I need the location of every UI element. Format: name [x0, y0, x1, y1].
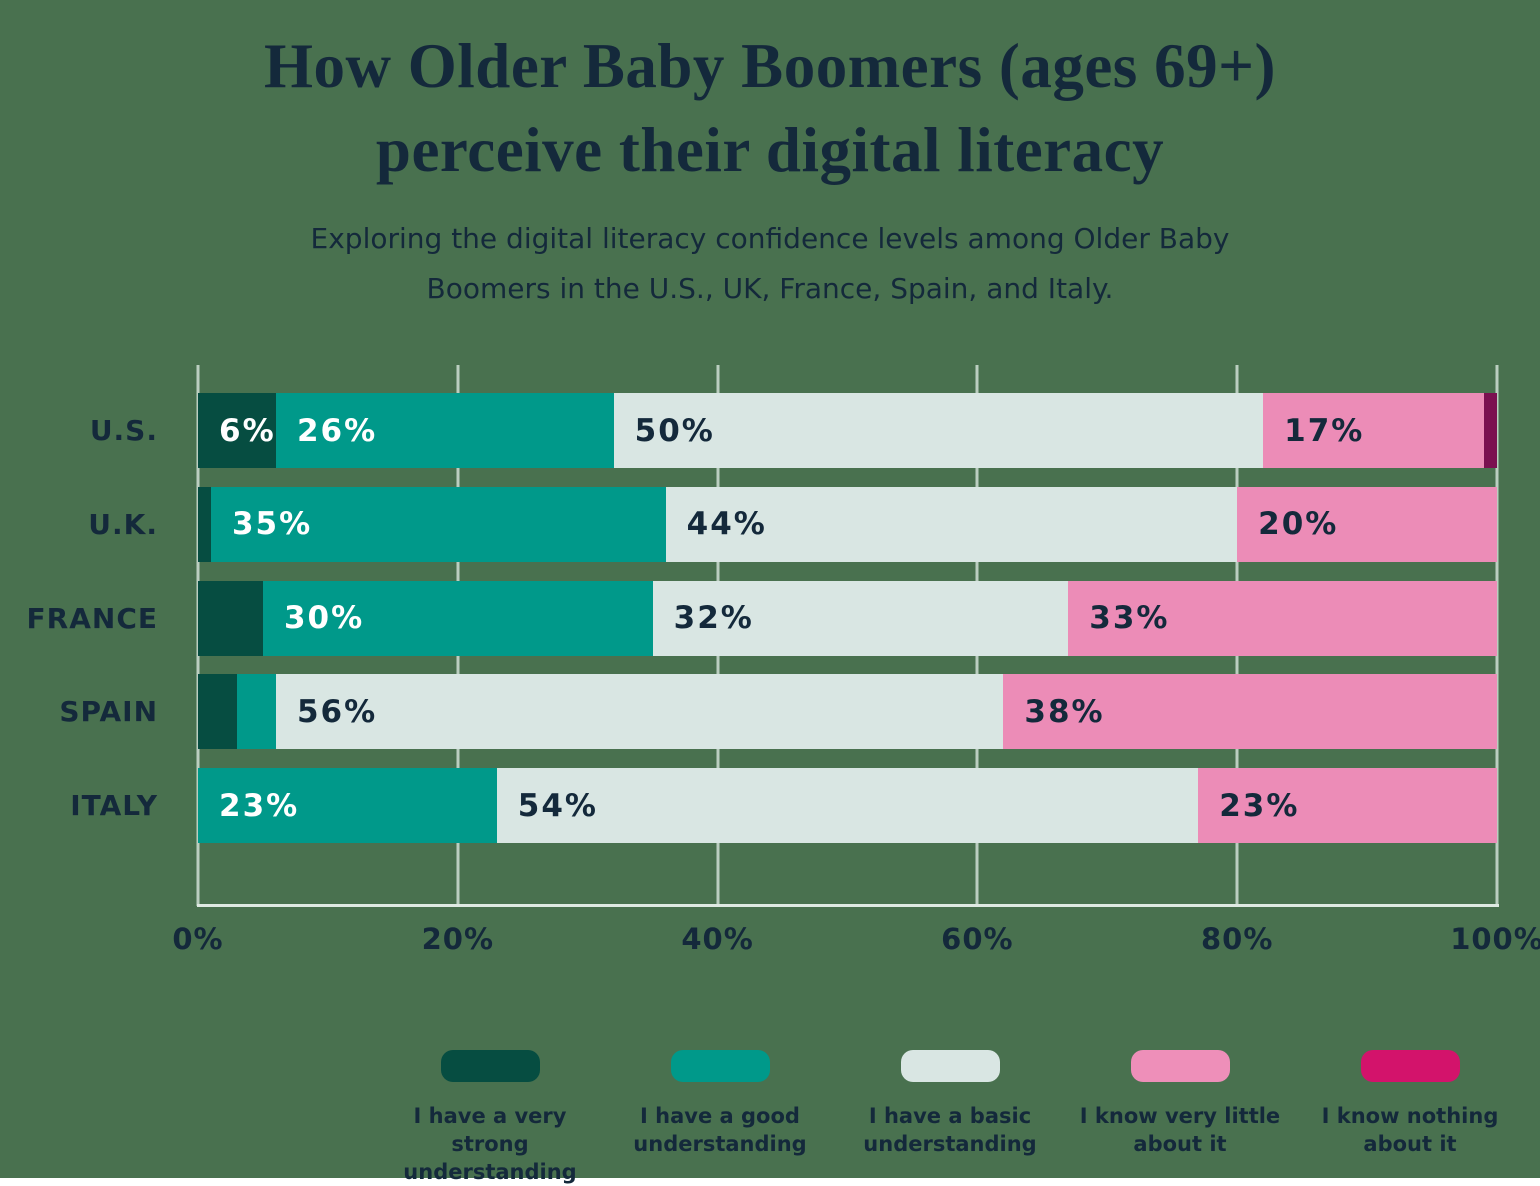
bar-segment: 23%: [1198, 768, 1497, 843]
bar-segment: [236, 674, 276, 750]
chart-subtitle-line2: Boomers in the U.S., UK, France, Spain, …: [426, 272, 1114, 305]
value-label: 20%: [1258, 506, 1339, 543]
x-tick-label: 60%: [941, 922, 1014, 956]
category-label: ITALY: [70, 789, 158, 822]
legend-item: I have a very strong understanding: [375, 1050, 605, 1186]
legend-swatch: [670, 1050, 770, 1082]
bar-segment: 54%: [496, 768, 1199, 843]
bar-row: SPAIN 56% 38%: [0, 674, 1540, 750]
x-tick-label: 0%: [172, 922, 224, 956]
stacked-bar: 6% 26% 50% 17%: [198, 393, 1497, 468]
x-tick-label: 100%: [1450, 922, 1540, 956]
bar-segment: [198, 580, 263, 656]
bar-segment: 17%: [1263, 393, 1484, 468]
bar-segment: 32%: [652, 580, 1069, 656]
bar-row: U.S. 6% 26% 50% 17%: [0, 393, 1540, 468]
value-label: 26%: [296, 412, 378, 449]
bar-segment: 44%: [665, 486, 1238, 562]
bar-row: FRANCE 30% 32% 33%: [0, 580, 1540, 656]
legend-label: I know very little about it: [1080, 1102, 1280, 1158]
bar-segment: [1484, 393, 1497, 468]
value-label: 56%: [296, 693, 378, 730]
stacked-bar: 23% 54% 23%: [198, 768, 1497, 843]
chart-title-line2: perceive their digital literacy: [375, 115, 1165, 185]
x-axis: 0% 20% 40% 60% 80% 100%: [0, 922, 1540, 966]
legend-label-line2: about it: [1363, 1132, 1457, 1156]
value-label: 32%: [673, 600, 754, 636]
bar-row: U.K. 35% 44% 20%: [0, 486, 1540, 562]
x-axis-line: [197, 904, 1499, 907]
bar-segment: 35%: [210, 486, 666, 562]
stacked-bar: 30% 32% 33%: [198, 580, 1497, 656]
legend-label-line1: I have a basic: [868, 1104, 1032, 1128]
category-label: U.K.: [88, 507, 158, 541]
bar-segment: 50%: [613, 393, 1264, 468]
x-tick-label: 20%: [421, 922, 495, 956]
legend-label: I have a good understanding: [633, 1102, 806, 1158]
value-label: 54%: [517, 787, 598, 824]
legend-item: I know very little about it: [1065, 1050, 1295, 1158]
bar-segment: [198, 674, 237, 750]
bar-segment: 38%: [1003, 674, 1497, 750]
value-label: 35%: [231, 506, 313, 543]
x-tick-label: 40%: [681, 922, 754, 956]
value-label: 38%: [1024, 693, 1105, 730]
bar-segment: 6%: [198, 393, 276, 468]
legend-item: I have a basic understanding: [835, 1050, 1065, 1158]
plot-area: U.S. 6% 26% 50% 17% U.K. 35% 44% 20% FRANCE 30% 32%…: [0, 365, 1540, 907]
bar-segment: 23%: [198, 768, 497, 843]
legend-swatch: [1360, 1050, 1460, 1082]
value-label: 44%: [686, 506, 767, 543]
chart-subtitle: Exploring the digital literacy confidenc…: [270, 214, 1270, 314]
category-label: SPAIN: [59, 695, 158, 729]
stacked-bar: 56% 38%: [198, 674, 1497, 750]
legend-item: I know nothing about it: [1295, 1050, 1525, 1158]
legend-label-line1: I know nothing: [1321, 1104, 1499, 1128]
legend-swatch: [1130, 1050, 1230, 1082]
value-label: 30%: [283, 600, 365, 636]
legend-swatch: [440, 1050, 540, 1082]
value-label: 50%: [634, 412, 715, 449]
value-label: 23%: [219, 787, 300, 824]
legend-label: I have a very strong understanding: [375, 1102, 605, 1186]
gridline: [1495, 365, 1499, 906]
bar-segment: 33%: [1068, 580, 1497, 656]
legend-label-line1: I have a very strong: [413, 1104, 567, 1156]
legend-label-line2: understanding: [863, 1132, 1037, 1156]
bar-segment: 20%: [1237, 486, 1497, 562]
value-label: 23%: [1219, 787, 1300, 824]
legend-label-line2: understanding: [403, 1160, 577, 1184]
bar-segment: 30%: [262, 580, 653, 656]
category-label: FRANCE: [26, 601, 158, 635]
legend-label-line2: understanding: [633, 1132, 807, 1156]
x-tick-label: 80%: [1200, 922, 1274, 956]
legend-label-line1: I know very little: [1079, 1104, 1281, 1128]
bar-segment: 26%: [275, 393, 614, 468]
chart-title-line1: How Older Baby Boomers (ages 69+): [264, 31, 1276, 101]
legend-label-line1: I have a good: [640, 1104, 800, 1128]
legend-label: I have a basic understanding: [863, 1102, 1036, 1158]
legend-label-line2: about it: [1133, 1132, 1227, 1156]
bar-row: ITALY 23% 54% 23%: [0, 768, 1540, 843]
legend-swatch: [900, 1050, 1000, 1082]
legend-label: I know nothing about it: [1322, 1102, 1499, 1158]
legend-item: I have a good understanding: [605, 1050, 835, 1158]
chart-subtitle-line1: Exploring the digital literacy confidenc…: [310, 222, 1230, 255]
value-label: 17%: [1284, 412, 1365, 449]
stacked-bar: 35% 44% 20%: [198, 486, 1497, 562]
category-label: U.S.: [89, 414, 158, 447]
bar-segment: [198, 486, 211, 562]
value-label: 33%: [1089, 600, 1170, 636]
chart-title: How Older Baby Boomers (ages 69+) perceiv…: [0, 24, 1540, 192]
legend: I have a very strong understanding I have …: [0, 1050, 1540, 1184]
value-label: 6%: [219, 412, 276, 449]
bar-segment: 56%: [275, 674, 1004, 750]
